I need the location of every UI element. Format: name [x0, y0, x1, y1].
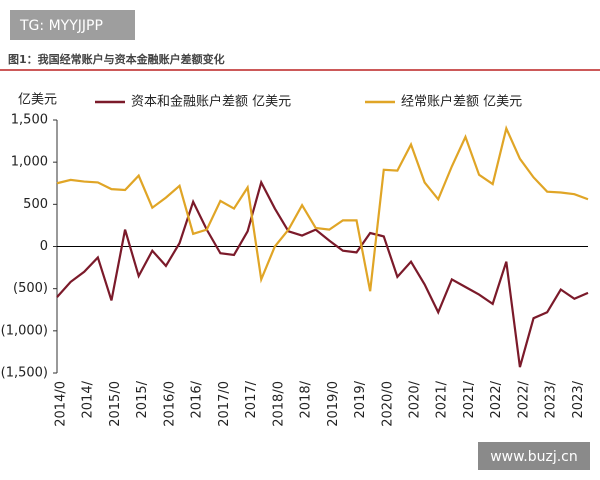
- series-line: [56, 179, 589, 368]
- x-tick-label: 2014/: [81, 380, 96, 418]
- x-tick-label: 2022/: [489, 380, 504, 418]
- x-tick-label: 2022/: [516, 380, 531, 418]
- site-box: [478, 442, 590, 470]
- watermark-box: [10, 10, 135, 40]
- watermark: TG: MYYJJPP: [19, 18, 103, 34]
- y-tick-label: (1,000): [1, 323, 48, 338]
- legend-label: 资本和金融账户差额 亿美元: [131, 94, 291, 110]
- x-tick-label: 2021/: [435, 380, 450, 418]
- chart-title: 图1：我国经常账户与资本金融账户差额变化: [8, 52, 225, 66]
- x-tick-label: 2015/: [135, 380, 150, 418]
- x-tick-label: 2021/: [462, 380, 477, 418]
- y-tick-label: (1,500): [1, 366, 48, 381]
- legend-label: 经常账户差额 亿美元: [401, 94, 522, 110]
- x-tick-label: 2023/: [571, 380, 586, 418]
- x-tick-label: 2019/: [353, 380, 368, 418]
- x-tick-label: 2018/0: [271, 381, 286, 427]
- x-tick-label: 2017/: [244, 380, 259, 418]
- x-tick-label: 2015/0: [108, 381, 123, 427]
- y-tick-label: 500: [23, 197, 48, 212]
- series-line: [56, 125, 589, 292]
- x-tick-label: 2023/: [544, 380, 559, 418]
- x-tick-label: 2019/0: [326, 381, 341, 427]
- y-tick-label: 1,500: [11, 113, 48, 128]
- y-tick-label: 1,000: [11, 155, 48, 170]
- y-tick-label: 0: [40, 239, 48, 254]
- x-tick-label: 2016/: [190, 380, 205, 418]
- x-tick-label: 2020/: [408, 380, 423, 418]
- x-tick-label: 2017/0: [217, 381, 232, 427]
- site-watermark: www.buzj.cn: [490, 449, 578, 465]
- x-tick-label: 2014/0: [54, 381, 69, 427]
- y-axis-label: 亿美元: [18, 93, 57, 108]
- x-tick-label: 2018/: [299, 380, 314, 418]
- y-tick-label: (500): [13, 281, 48, 296]
- x-tick-label: 2020/0: [380, 381, 395, 427]
- x-tick-label: 2016/0: [162, 381, 177, 427]
